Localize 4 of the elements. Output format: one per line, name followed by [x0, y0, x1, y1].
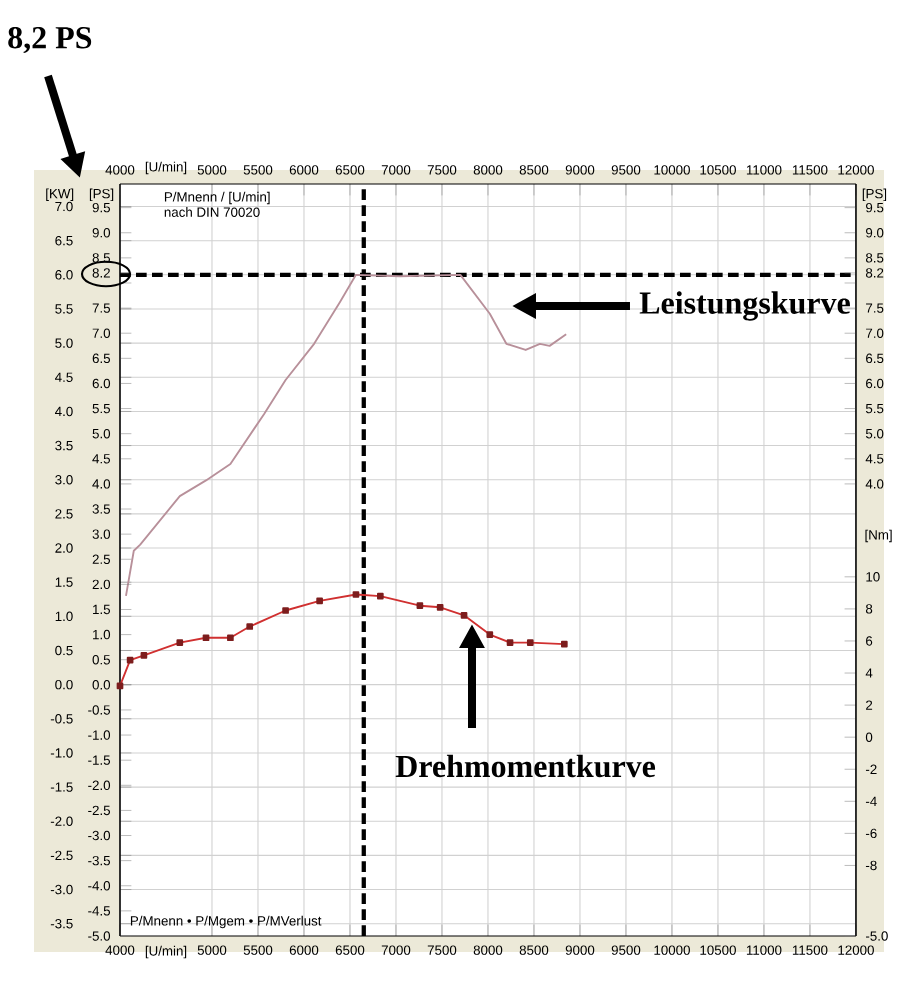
line-series	[125, 273, 568, 597]
annotation: Leistungskurve	[639, 291, 850, 321]
text: 8,2 PS	[8, 26, 92, 54]
annotation: Drehmomentkurve	[395, 754, 656, 778]
